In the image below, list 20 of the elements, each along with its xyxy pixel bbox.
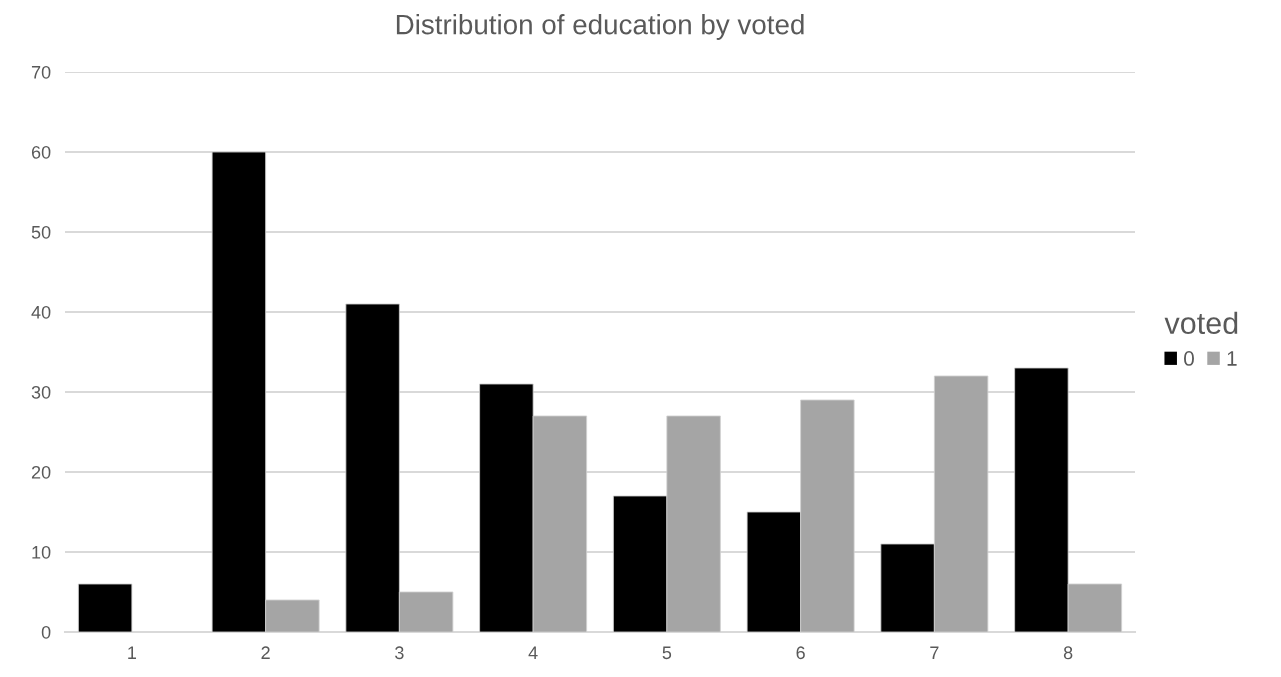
y-tick-label: 0 xyxy=(41,625,51,639)
x-tick-label: 5 xyxy=(662,646,672,660)
legend-title: voted xyxy=(1164,311,1238,335)
y-tick-label: 10 xyxy=(32,545,51,559)
x-tick-label: 3 xyxy=(395,646,404,660)
legend-label: 0 xyxy=(1184,351,1194,366)
y-tick-label: 50 xyxy=(31,225,51,239)
x-tick-label: 8 xyxy=(1063,646,1073,660)
y-tick-label: 60 xyxy=(31,145,51,159)
x-tick-label: 6 xyxy=(796,646,805,660)
chart-title: Distribution of education by voted xyxy=(396,14,804,40)
x-tick-label: 1 xyxy=(128,646,137,659)
y-tick-label: 30 xyxy=(31,385,51,399)
legend-label: 1 xyxy=(1227,351,1237,366)
x-tick-label: 2 xyxy=(261,646,270,659)
y-tick-label: 20 xyxy=(31,465,51,479)
x-tick-label: 7 xyxy=(930,646,939,659)
y-tick-label: 70 xyxy=(31,65,51,79)
x-tick-label: 4 xyxy=(528,646,538,659)
y-tick-label: 40 xyxy=(31,305,51,319)
